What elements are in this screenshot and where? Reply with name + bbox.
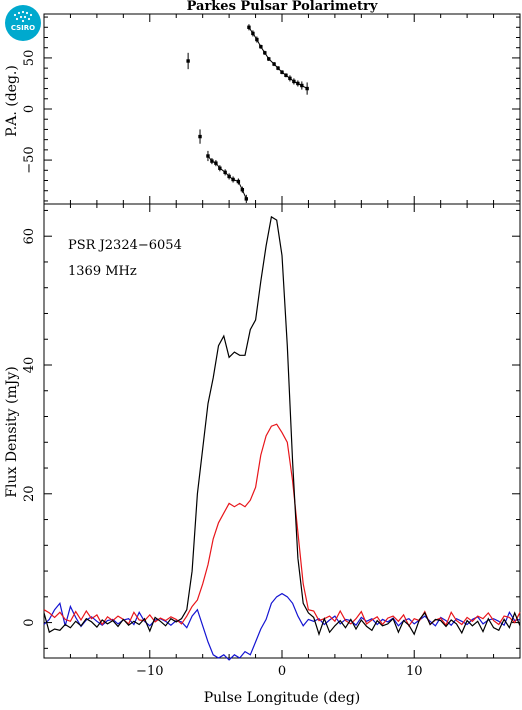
pa-segment-line xyxy=(248,27,308,90)
x-tick-label: −10 xyxy=(136,664,163,679)
pulsar-name-annotation: PSR J2324−6054 xyxy=(68,238,182,253)
pa-axis-label: P.A. (deg.) xyxy=(4,65,20,137)
flux-density-panel: 0 20 40 60 −10 0 10 xyxy=(22,203,521,679)
position-angle-panel: −50 0 50 xyxy=(22,13,521,205)
flux-y-tick-label: 60 xyxy=(22,228,37,245)
x-axis-label: Pulse Longitude (deg) xyxy=(204,690,361,706)
pa-plot-frame xyxy=(43,13,521,205)
flux-y-tick-label: 20 xyxy=(22,486,37,503)
x-tick-label: 10 xyxy=(406,664,423,679)
x-tick-label: 0 xyxy=(278,664,286,679)
pa-point xyxy=(186,59,190,63)
pa-point xyxy=(206,154,210,158)
flux-y-tick-label: 40 xyxy=(22,357,37,374)
pa-point xyxy=(305,86,309,91)
pa-y-tick-label: 50 xyxy=(22,50,37,67)
circular-polarization-line xyxy=(43,592,521,661)
csiro-logo-circle xyxy=(5,5,41,41)
pa-y-tick-label: −50 xyxy=(22,146,37,173)
figure-title: Parkes Pulsar Polarimetry xyxy=(187,0,378,14)
frequency-annotation: 1369 MHz xyxy=(68,264,137,279)
csiro-logo: CSIRO xyxy=(5,5,41,41)
csiro-logo-text: CSIRO xyxy=(11,24,35,32)
linear-polarization-line xyxy=(43,423,521,627)
pa-point xyxy=(198,134,202,139)
pa-y-tick-label: 0 xyxy=(22,105,37,113)
total-intensity-line xyxy=(43,215,521,637)
csiro-logo-mark xyxy=(13,10,33,23)
pa-segment-line xyxy=(207,155,247,200)
flux-axis-label: Flux Density (mJy) xyxy=(4,366,20,497)
flux-y-tick-label: 0 xyxy=(22,618,37,626)
